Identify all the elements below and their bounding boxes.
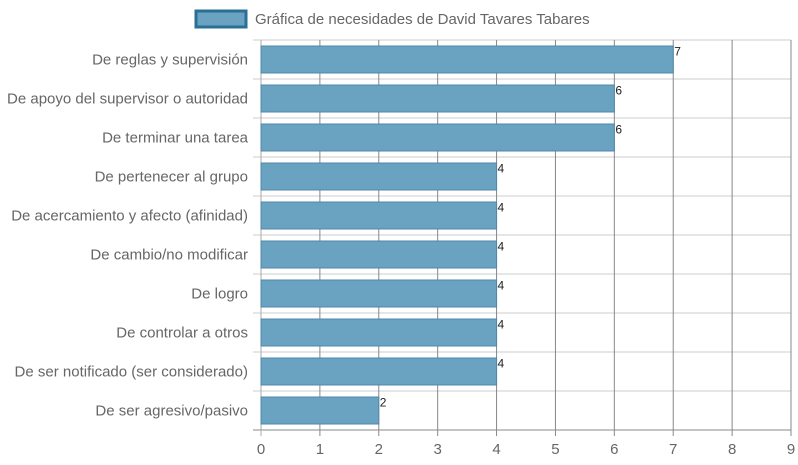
data-label: 6 [615,123,622,137]
x-tick-label: 4 [492,441,500,458]
data-labels: 7 6 6 4 4 4 4 4 4 2 [380,45,681,410]
bar [260,201,498,230]
category-label: De terminar una tarea [102,130,249,147]
category-label: De logro [191,286,248,303]
data-label: 4 [498,240,505,254]
category-label: De pertenecer al grupo [95,169,248,186]
category-labels: De reglas y supervisión De apoyo del supe… [7,52,249,420]
bar [260,318,498,347]
data-label: 6 [615,84,622,98]
legend-swatch [194,9,248,29]
category-label: De apoyo del supervisor o autoridad [7,91,248,108]
category-label: De reglas y supervisión [92,52,248,69]
bar [260,357,498,386]
x-tick-label: 0 [257,441,265,458]
bar [260,396,380,425]
bar [260,240,498,269]
legend: Gráfica de necesidades de David Tavares … [194,9,590,29]
category-label: De controlar a otros [116,325,248,342]
bars [260,45,674,425]
category-label: De acercamiento y afecto (afinidad) [11,208,248,225]
data-label: 4 [498,318,505,332]
x-tick-label: 3 [433,441,441,458]
data-label: 4 [498,201,505,215]
x-tick-label: 9 [787,441,795,458]
category-label: De cambio/no modificar [90,247,248,264]
x-tick-label: 8 [728,441,736,458]
data-label: 4 [498,279,505,293]
x-tick-label: 5 [551,441,559,458]
x-tick-label: 6 [610,441,618,458]
data-label: 2 [380,396,387,410]
category-label: De ser agresivo/pasivo [95,403,248,420]
x-tick-label: 1 [316,441,324,458]
data-label: 4 [498,162,505,176]
legend-label: Gráfica de necesidades de David Tavares … [255,11,590,28]
x-tick-label: 2 [375,441,383,458]
bar [260,45,674,74]
x-tick-label: 7 [669,441,677,458]
data-label: 7 [674,45,681,59]
bar [260,279,498,308]
x-axis-ticks: 0 1 2 3 4 5 6 7 8 9 [257,441,795,458]
bar [260,84,615,113]
bar [260,123,615,152]
bar [260,162,498,191]
category-label: De ser notificado (ser considerado) [15,364,248,381]
data-label: 4 [498,357,505,371]
